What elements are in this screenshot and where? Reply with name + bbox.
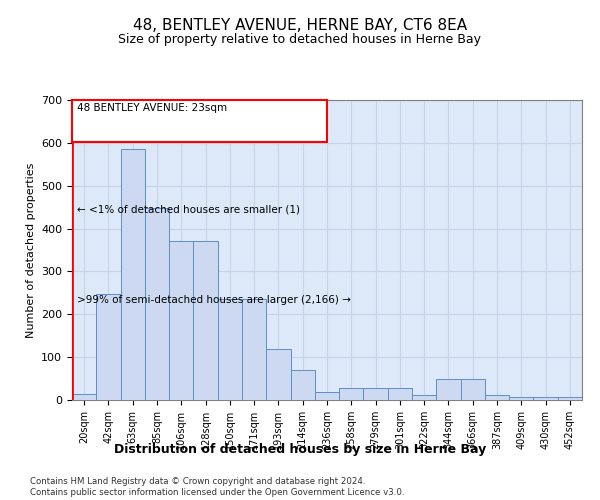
Bar	[72, 394, 96, 400]
Text: 48 BENTLEY AVENUE: 23sqm: 48 BENTLEY AVENUE: 23sqm	[77, 103, 227, 113]
Bar	[218, 300, 242, 400]
Bar	[436, 378, 461, 400]
Bar	[96, 294, 121, 400]
Text: Size of property relative to detached houses in Herne Bay: Size of property relative to detached ho…	[119, 32, 482, 46]
Bar	[485, 396, 509, 400]
Text: 48, BENTLEY AVENUE, HERNE BAY, CT6 8EA: 48, BENTLEY AVENUE, HERNE BAY, CT6 8EA	[133, 18, 467, 32]
Bar	[193, 240, 218, 400]
Bar	[315, 392, 339, 400]
Bar	[169, 240, 193, 400]
Y-axis label: Number of detached properties: Number of detached properties	[26, 162, 35, 338]
Text: ← <1% of detached houses are smaller (1): ← <1% of detached houses are smaller (1)	[77, 205, 300, 215]
Text: Distribution of detached houses by size in Herne Bay: Distribution of detached houses by size …	[114, 442, 486, 456]
Bar	[145, 208, 169, 400]
Bar	[121, 150, 145, 400]
Bar	[412, 396, 436, 400]
Text: >99% of semi-detached houses are larger (2,166) →: >99% of semi-detached houses are larger …	[77, 295, 351, 305]
Bar	[461, 378, 485, 400]
Bar	[266, 350, 290, 400]
Bar	[364, 388, 388, 400]
Bar	[533, 398, 558, 400]
Bar	[558, 398, 582, 400]
Text: Contains HM Land Registry data © Crown copyright and database right 2024.
Contai: Contains HM Land Registry data © Crown c…	[30, 478, 404, 497]
Bar	[290, 370, 315, 400]
Bar	[509, 398, 533, 400]
FancyBboxPatch shape	[72, 100, 327, 142]
Bar	[242, 300, 266, 400]
Bar	[388, 388, 412, 400]
Bar	[339, 388, 364, 400]
